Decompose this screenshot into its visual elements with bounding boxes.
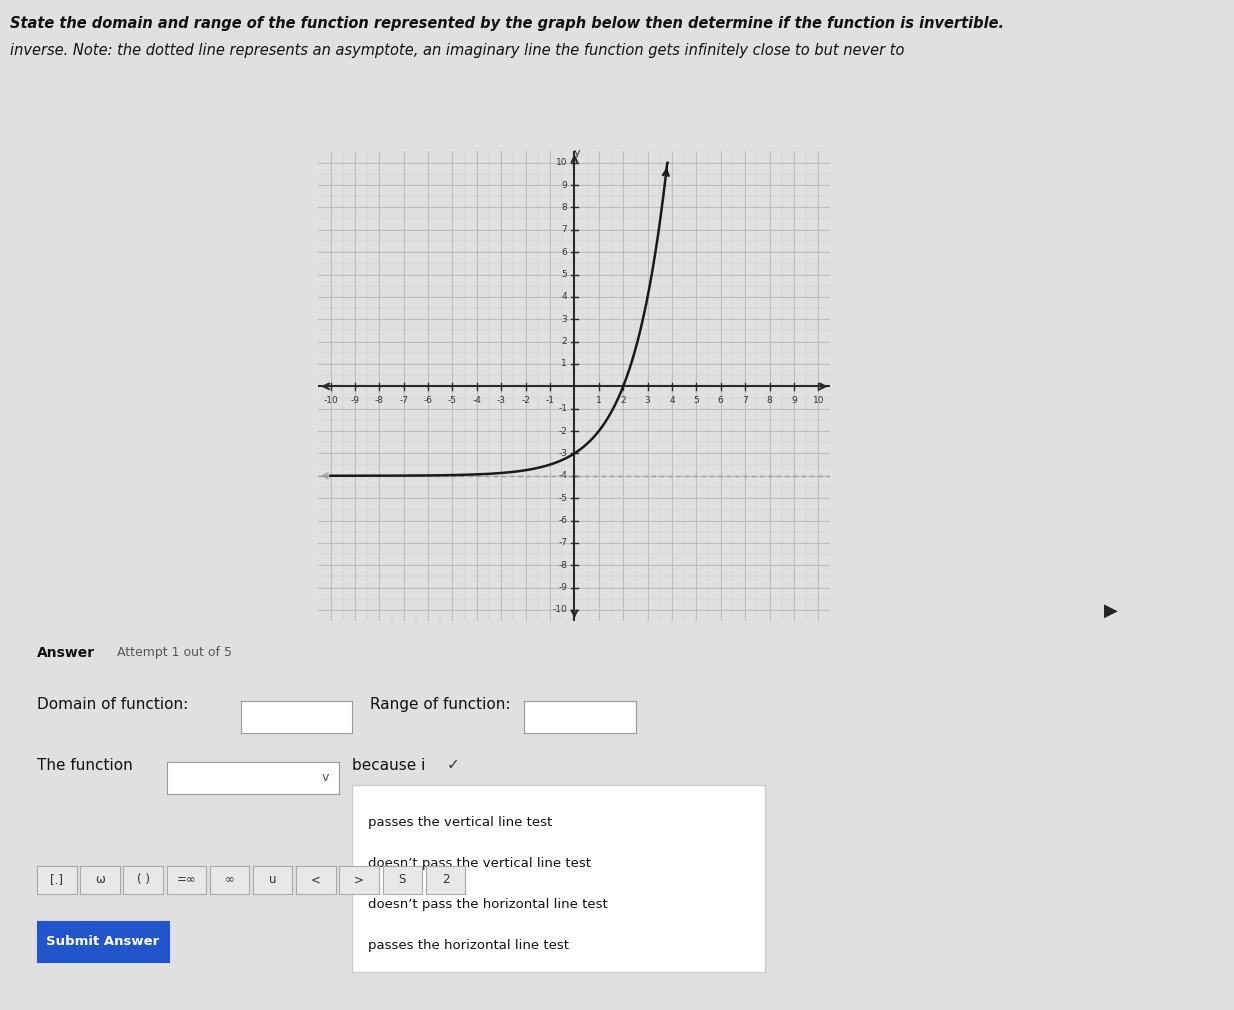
Text: Attempt 1 out of 5: Attempt 1 out of 5 [117, 646, 232, 660]
Text: 5: 5 [694, 396, 700, 405]
Text: S: S [399, 874, 406, 886]
Text: >: > [354, 874, 364, 886]
Text: -7: -7 [558, 538, 568, 547]
Text: 2: 2 [561, 337, 568, 346]
Text: v: v [322, 772, 329, 784]
Text: -10: -10 [553, 605, 568, 614]
Text: <: < [311, 874, 321, 886]
Text: -2: -2 [521, 396, 531, 405]
Text: inverse. Note: the dotted line represents an asymptote, an imaginary line the fu: inverse. Note: the dotted line represent… [10, 43, 905, 59]
Text: -9: -9 [558, 583, 568, 592]
Text: 3: 3 [561, 315, 568, 324]
Text: passes the vertical line test: passes the vertical line test [368, 816, 553, 828]
Text: Range of function:: Range of function: [370, 697, 511, 712]
Text: doesn’t pass the vertical line test: doesn’t pass the vertical line test [368, 856, 591, 870]
Text: 8: 8 [766, 396, 772, 405]
Text: Answer: Answer [37, 646, 95, 661]
Text: passes the horizontal line test: passes the horizontal line test [368, 939, 569, 952]
Text: -4: -4 [558, 472, 568, 481]
Text: 2: 2 [442, 874, 449, 886]
Text: -6: -6 [558, 516, 568, 525]
Text: 9: 9 [561, 181, 568, 190]
Text: 6: 6 [561, 247, 568, 257]
Text: ∞: ∞ [225, 874, 234, 886]
Text: 1: 1 [561, 360, 568, 369]
Text: -8: -8 [375, 396, 384, 405]
Text: Domain of function:: Domain of function: [37, 697, 189, 712]
Text: u: u [269, 874, 276, 886]
Text: 8: 8 [561, 203, 568, 212]
Text: 7: 7 [561, 225, 568, 234]
Text: -2: -2 [558, 426, 568, 435]
Text: 7: 7 [743, 396, 748, 405]
Text: -8: -8 [558, 561, 568, 570]
Text: ( ): ( ) [137, 874, 149, 886]
Text: y: y [574, 148, 581, 159]
Text: -5: -5 [558, 494, 568, 503]
Text: -7: -7 [400, 396, 408, 405]
Text: -10: -10 [323, 396, 338, 405]
Text: ✓: ✓ [447, 758, 459, 773]
Text: 6: 6 [718, 396, 723, 405]
Text: ▶: ▶ [1104, 602, 1118, 620]
Text: 10: 10 [812, 396, 824, 405]
Text: -3: -3 [558, 448, 568, 458]
Text: doesn’t pass the horizontal line test: doesn’t pass the horizontal line test [368, 898, 608, 911]
Text: -6: -6 [423, 396, 433, 405]
Text: ω: ω [95, 874, 105, 886]
Text: Submit Answer: Submit Answer [47, 935, 159, 947]
Text: 3: 3 [644, 396, 650, 405]
Text: The function: The function [37, 758, 133, 773]
Text: because i: because i [352, 758, 424, 773]
Text: -1: -1 [558, 404, 568, 413]
Text: -1: -1 [545, 396, 554, 405]
Text: -3: -3 [497, 396, 506, 405]
Text: =∞: =∞ [176, 874, 196, 886]
Text: State the domain and range of the function represented by the graph below then d: State the domain and range of the functi… [10, 16, 1004, 31]
Text: 4: 4 [561, 292, 568, 301]
Text: -9: -9 [350, 396, 359, 405]
Text: -4: -4 [473, 396, 481, 405]
Text: 10: 10 [555, 159, 568, 168]
Text: 4: 4 [669, 396, 675, 405]
Text: 1: 1 [596, 396, 602, 405]
Text: -5: -5 [448, 396, 457, 405]
Text: [.]: [.] [51, 874, 63, 886]
Text: 9: 9 [791, 396, 797, 405]
Text: 2: 2 [621, 396, 626, 405]
Text: 5: 5 [561, 270, 568, 279]
